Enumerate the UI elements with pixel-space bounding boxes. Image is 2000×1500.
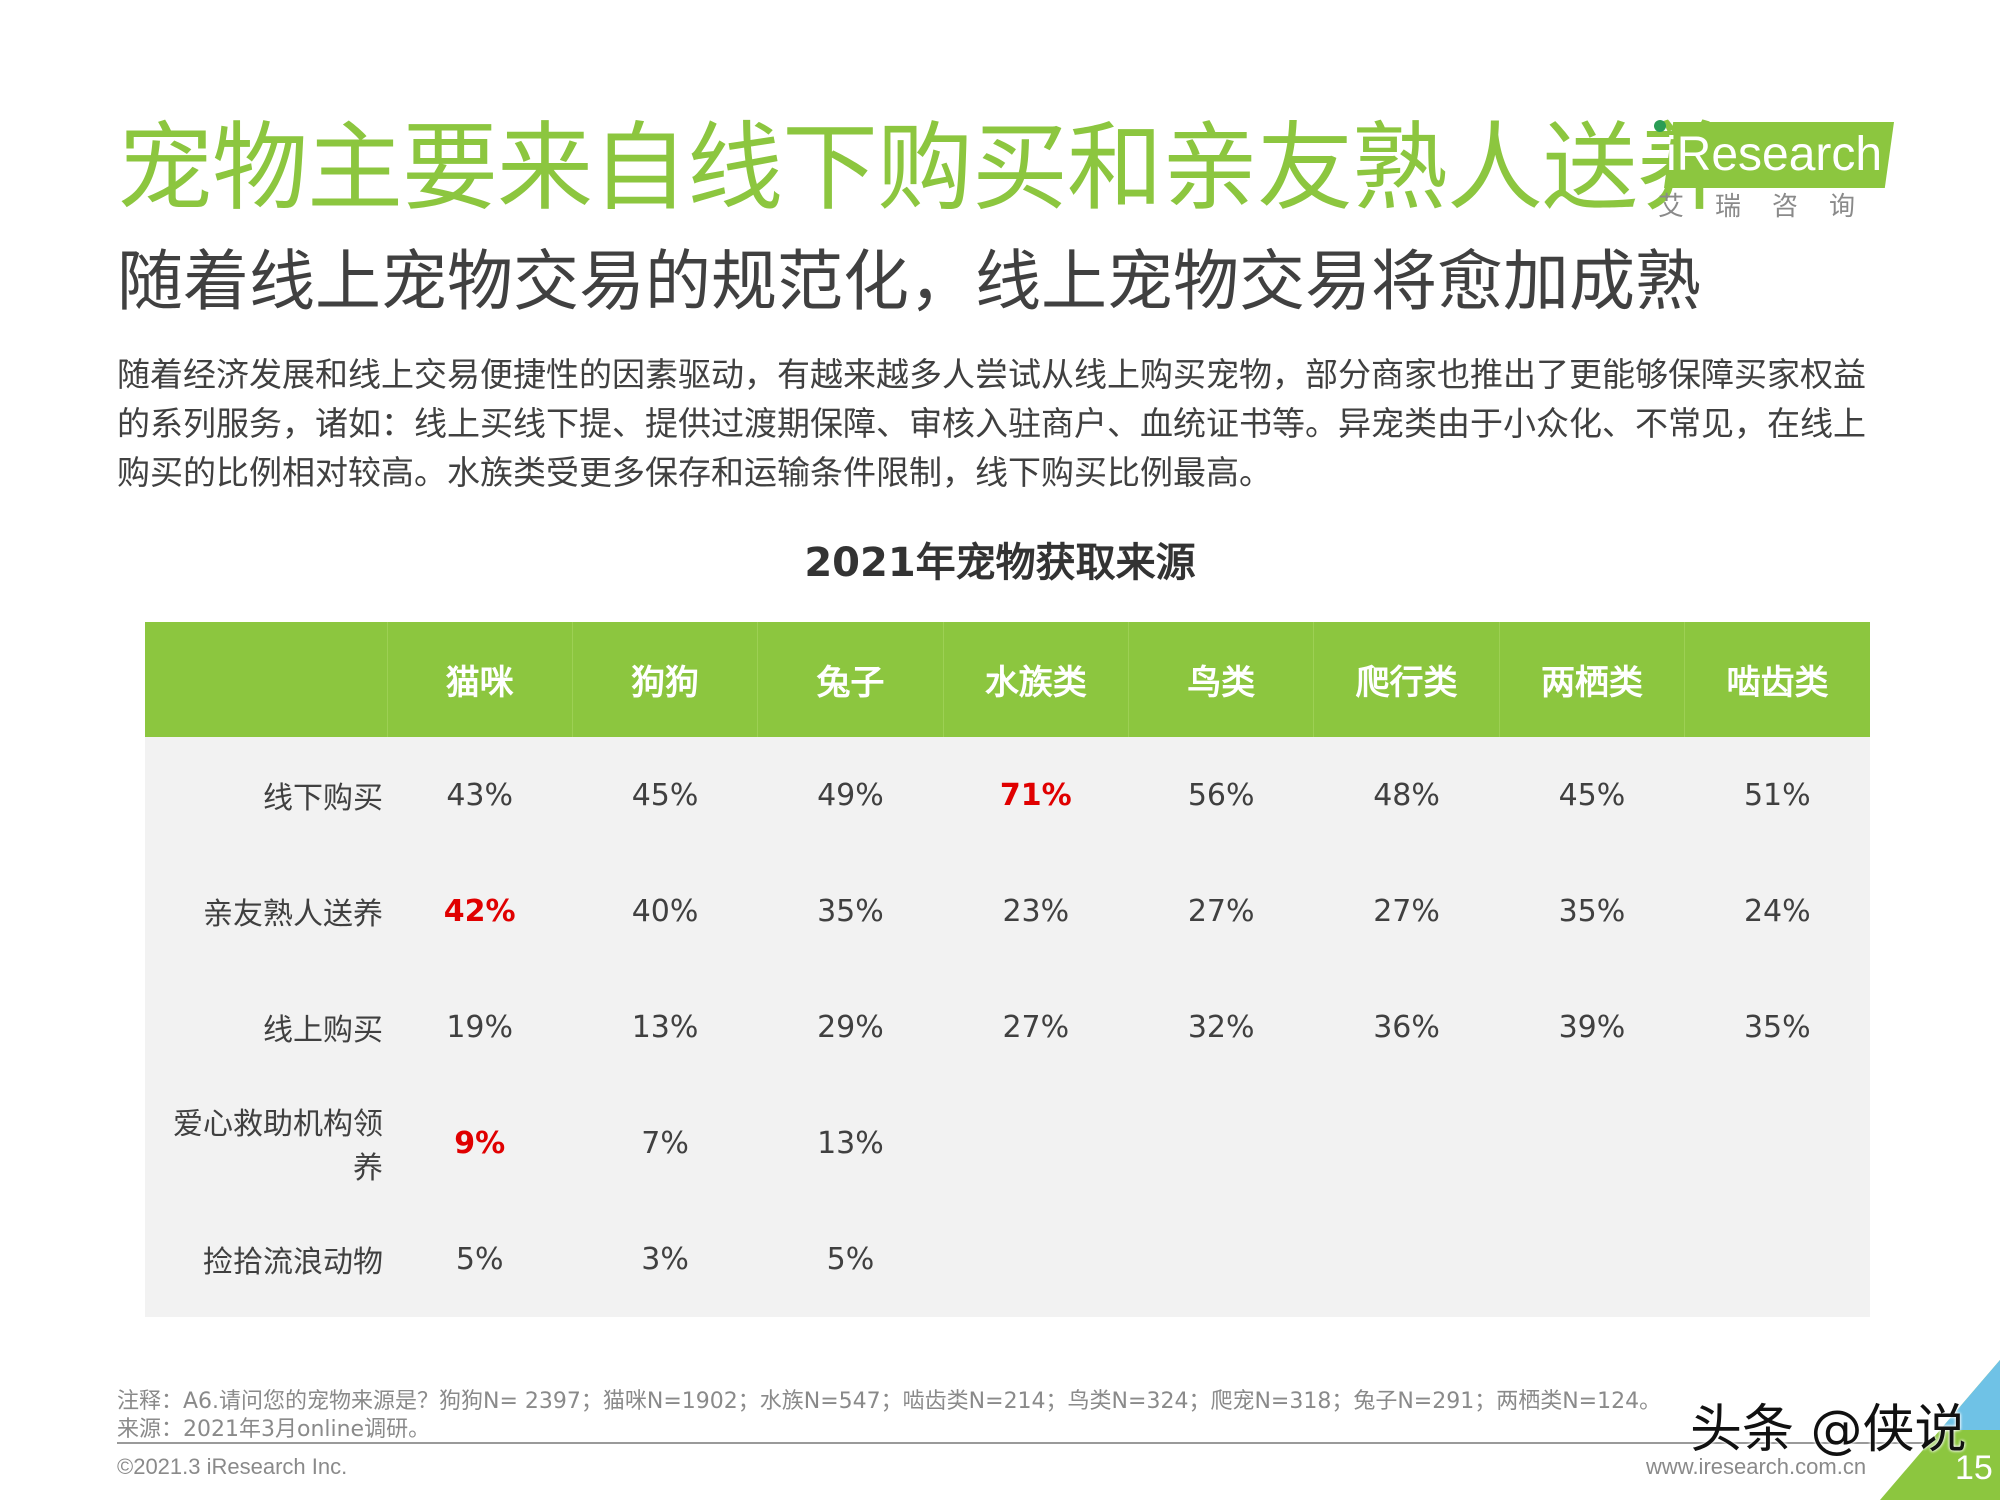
table-row: 线下购买 43% 45% 49% 71% 56% 48% 45% 51% [145,737,1870,853]
table-cell [1684,1201,1870,1317]
table-cell [943,1085,1129,1201]
column-header: 狗狗 [572,622,759,737]
footnote: 注释：A6.请问您的宠物来源是？狗狗N= 2397；猫咪N=1902；水族N=5… [117,1388,1661,1444]
copyright: ©2021.3 iResearch Inc. [117,1454,348,1479]
column-header: 水族类 [943,622,1130,737]
body-paragraph: 随着经济发展和线上交易便捷性的因素驱动，有越来越多人尝试从线上购买宠物，部分商家… [117,355,1866,492]
table-cell: 19% [387,969,573,1085]
table-cell: 56% [1128,737,1314,853]
logo-subtext: 艾瑞咨询 [1658,192,1887,222]
table-cell: 39% [1499,969,1685,1085]
table-cell: 40% [572,853,758,969]
row-label: 亲友熟人送养 [145,853,387,969]
table-cell: 24% [1684,853,1870,969]
table-cell: 5% [387,1201,573,1317]
column-header: 啮齿类 [1684,622,1870,737]
table-title: 2021年宠物获取来源 [804,540,1196,586]
table-cell: 13% [572,969,758,1085]
page-title: 宠物主要来自线下购买和亲友熟人送养 [117,112,1733,224]
iresearch-logo: iResearch 艾瑞咨询 [1652,104,1900,228]
table-cell: 36% [1313,969,1500,1085]
row-label: 爱心救助机构领养 [145,1085,387,1201]
footnote-note: 注释：A6.请问您的宠物来源是？狗狗N= 2397；猫咪N=1902；水族N=5… [117,1389,1662,1414]
table-cell: 43% [387,737,573,853]
table-cell: 51% [1684,737,1870,853]
logo-dot-icon [1654,120,1666,132]
table-cell: 23% [943,853,1129,969]
table-header-row: 猫咪 狗狗 兔子 水族类 鸟类 爬行类 两栖类 啮齿类 [145,622,1870,737]
table-cell: 49% [757,737,944,853]
logo-band [1664,122,1894,188]
column-header: 爬行类 [1313,622,1500,737]
table-cell [1313,1085,1500,1201]
pet-source-table: 猫咪 狗狗 兔子 水族类 鸟类 爬行类 两栖类 啮齿类 线下购买 43% 45%… [145,622,1870,1317]
table-cell: 27% [1128,853,1314,969]
table-cell-highlight: 9% [387,1085,573,1201]
row-label: 线下购买 [145,737,387,853]
page-subtitle: 随着线上宠物交易的规范化，线上宠物交易将愈加成熟 [117,243,1701,320]
table-cell-highlight: 42% [387,853,573,969]
table-cell [943,1201,1129,1317]
column-header: 猫咪 [387,622,573,737]
table-row: 亲友熟人送养 42% 40% 35% 23% 27% 27% 35% 24% [145,853,1870,969]
table-cell-highlight: 71% [943,737,1129,853]
row-label: 线上购买 [145,969,387,1085]
table-cell: 48% [1313,737,1500,853]
table-cell: 13% [757,1085,944,1201]
table-cell: 27% [1313,853,1500,969]
footer-divider [117,1442,1957,1444]
table-cell: 3% [572,1201,758,1317]
page-number: 15 [1955,1449,1993,1487]
logo-text: iResearch [1666,128,1883,181]
table-cell: 27% [943,969,1129,1085]
table-cell: 35% [1499,853,1685,969]
row-label: 捡拾流浪动物 [145,1201,387,1317]
table-cell: 5% [757,1201,944,1317]
footnote-source: 来源：2021年3月online调研。 [117,1417,431,1442]
table-cell: 29% [757,969,944,1085]
table-row: 捡拾流浪动物 5% 3% 5% [145,1201,1870,1317]
table-cell: 35% [1684,969,1870,1085]
table-cell: 45% [572,737,758,853]
table-cell [1499,1085,1685,1201]
column-header: 鸟类 [1128,622,1315,737]
table-cell: 45% [1499,737,1685,853]
table-row: 线上购买 19% 13% 29% 27% 32% 36% 39% 35% [145,969,1870,1085]
column-header: 两栖类 [1499,622,1686,737]
table-cell [1684,1085,1870,1201]
table-cell [1128,1085,1314,1201]
table-cell [1499,1201,1685,1317]
table-row: 爱心救助机构领养 9% 7% 13% [145,1085,1870,1201]
column-header: 兔子 [757,622,944,737]
watermark: 头条 @侠说 [1690,1400,1967,1460]
table-cell [1128,1201,1314,1317]
table-cell: 32% [1128,969,1314,1085]
website-link[interactable]: www.iresearch.com.cn [1646,1454,1867,1479]
table-corner-cell [145,622,388,737]
table-cell: 7% [572,1085,758,1201]
table-cell [1313,1201,1500,1317]
table-cell: 35% [757,853,944,969]
